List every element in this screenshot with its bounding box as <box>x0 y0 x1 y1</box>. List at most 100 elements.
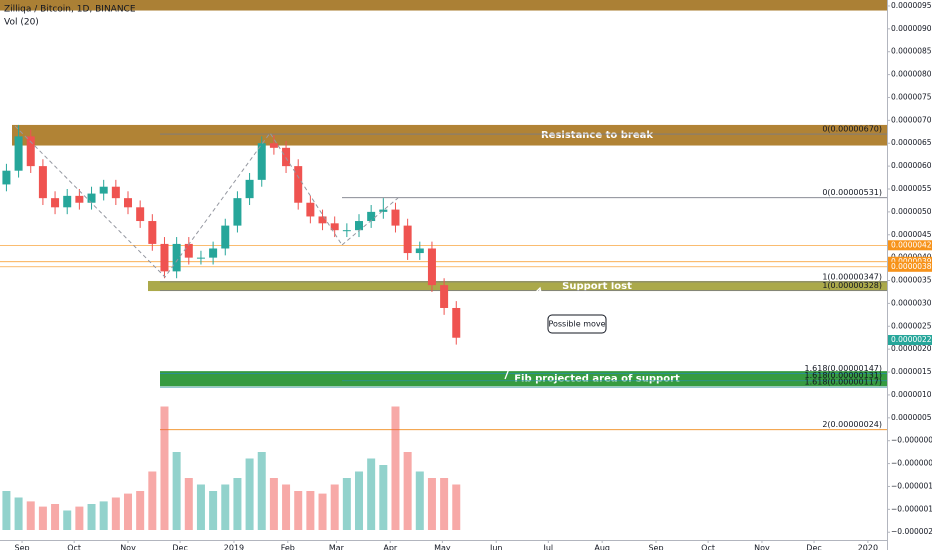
candle-body <box>209 248 218 258</box>
y-tick-label: 0.00000100 <box>891 390 932 399</box>
candle-body <box>160 243 169 272</box>
volume-bar <box>63 510 72 530</box>
zone <box>148 280 887 292</box>
fib-label: 1(0.00000328) <box>822 281 882 290</box>
volume-bar <box>136 491 145 530</box>
volume-bar <box>75 506 84 530</box>
price-tag-label: 0.00000391 <box>891 257 932 266</box>
fib-label: 0(0.00000670) <box>822 125 882 134</box>
trend-line <box>14 125 343 278</box>
x-tick-label: Jun <box>489 544 503 550</box>
x-axis-panel <box>0 540 887 550</box>
zone-label: Support lost <box>562 281 632 292</box>
zone-label: Resistance to break <box>541 130 653 141</box>
volume-bar <box>209 491 218 530</box>
y-tick-label: 0.00000150 <box>891 367 932 376</box>
y-axis-panel <box>887 0 932 550</box>
candle-body <box>318 216 327 224</box>
y-tick-label: −0.00000100 <box>891 481 932 490</box>
volume-bar <box>148 471 157 530</box>
y-tick-label: 0.00000950 <box>891 1 932 10</box>
price-tag <box>888 335 932 346</box>
callout-pointer <box>519 321 549 336</box>
trend-line <box>341 197 399 246</box>
candle-body <box>257 143 266 180</box>
volume-bar <box>233 478 242 530</box>
y-tick-label: 0.00000850 <box>891 47 932 56</box>
y-tick-label: 0.00000350 <box>891 276 932 285</box>
arrow-head <box>533 286 543 298</box>
y-tick-label: 0.00000700 <box>891 115 932 124</box>
y-tick-label: −0.00000200 <box>891 527 932 536</box>
candle-body <box>330 223 339 231</box>
price-tag <box>888 261 932 272</box>
price-tag-label: 0.00000427 <box>891 240 932 249</box>
y-tick-label: 0.00000050 <box>891 413 932 422</box>
volume-bar <box>403 452 412 530</box>
fib-label: 1.618(0.00000131) <box>805 371 883 380</box>
candle-body <box>282 147 291 167</box>
volume-bar <box>318 493 327 530</box>
candle-body <box>269 143 278 148</box>
volume-bar <box>26 501 35 530</box>
volume-bar <box>367 458 376 530</box>
y-tick-label: −0.00000000 <box>891 436 932 445</box>
volume-bar <box>38 506 47 530</box>
x-tick-label: Sep <box>15 544 30 550</box>
x-tick-label: Mar <box>329 544 345 550</box>
x-tick-label: May <box>434 544 451 550</box>
candle-body <box>379 209 388 212</box>
fib-label: 1(0.00000347) <box>822 272 882 281</box>
x-tick-label: Dec <box>172 544 187 550</box>
candle-body <box>306 202 315 217</box>
x-tick-label: Oct <box>67 544 81 550</box>
x-tick-label: Feb <box>281 544 295 550</box>
plot: Resistance to break Support lost Fib proje… <box>0 0 887 530</box>
candle-body <box>403 225 412 254</box>
x-tick-label: Sep <box>648 544 663 550</box>
y-tick-label: 0.00000650 <box>891 138 932 147</box>
candle-body <box>136 207 145 222</box>
candle-body <box>124 198 133 208</box>
candle-body <box>38 166 47 199</box>
y-tick-label: 0.00000500 <box>891 207 932 216</box>
candle-body <box>415 248 424 254</box>
candle-body <box>196 257 205 259</box>
candle-body <box>391 209 400 226</box>
volume-bar <box>379 465 388 530</box>
volume-bar <box>221 484 230 530</box>
volume-bar <box>184 478 193 530</box>
volume-bar <box>2 491 11 530</box>
candle-body <box>2 170 11 185</box>
volume-bar <box>415 471 424 530</box>
candle-body <box>87 193 96 203</box>
y-tick-label: 0.00000600 <box>891 161 932 170</box>
volume-bar <box>245 458 254 530</box>
y-tick-label: 0.00000250 <box>891 321 932 330</box>
candle-body <box>111 186 120 199</box>
volume-bar <box>427 478 436 530</box>
zone <box>12 124 887 146</box>
y-tick-label: 0.00000800 <box>891 70 932 79</box>
x-tick-label: Aug <box>594 544 610 550</box>
x-tick-label: Nov <box>754 544 770 550</box>
candle-body <box>63 195 72 208</box>
price-tag <box>888 240 932 251</box>
x-tick-label: Dec <box>806 544 821 550</box>
x-tick-label: 2019 <box>224 544 244 550</box>
candle-body <box>26 136 35 167</box>
volume-bar <box>160 406 169 530</box>
candle-body <box>452 307 461 338</box>
volume-bar <box>306 491 315 530</box>
fib-trend <box>14 125 399 278</box>
y-tick-label: −0.00000050 <box>891 459 932 468</box>
volume-bar <box>452 484 461 530</box>
volume-bar <box>99 501 108 530</box>
volume-bar <box>440 478 449 530</box>
volume-bar <box>342 478 351 530</box>
candle-body <box>440 285 449 308</box>
arrow <box>504 286 549 380</box>
candle-body <box>342 230 351 232</box>
